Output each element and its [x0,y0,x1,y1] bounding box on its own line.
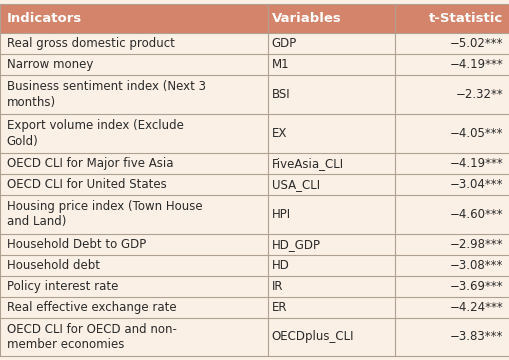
Bar [0,54,509,75]
Bar [0,153,509,174]
Text: M1: M1 [271,58,289,71]
Text: −3.04***: −3.04*** [449,178,502,191]
Text: OECD CLI for United States: OECD CLI for United States [7,178,166,191]
Text: EX: EX [271,127,287,140]
Text: Household debt: Household debt [7,258,99,271]
Bar [0,195,509,234]
Text: −4.24***: −4.24*** [449,301,502,314]
Text: Narrow money: Narrow money [7,58,93,71]
Text: Housing price index (Town House
and Land): Housing price index (Town House and Land… [7,200,202,228]
Text: −4.60***: −4.60*** [449,208,502,221]
Text: OECD CLI for Major five Asia: OECD CLI for Major five Asia [7,157,173,170]
Bar [0,255,509,275]
Bar [0,33,509,54]
Text: −3.08***: −3.08*** [449,258,502,271]
Text: −2.32**: −2.32** [455,88,502,101]
Text: Indicators: Indicators [7,12,82,25]
Text: Business sentiment index (Next 3
months): Business sentiment index (Next 3 months) [7,80,205,109]
Text: −4.19***: −4.19*** [449,157,502,170]
Text: OECD CLI for OECD and non-
member economies: OECD CLI for OECD and non- member econom… [7,323,176,351]
Text: −5.02***: −5.02*** [449,37,502,50]
Text: Real effective exchange rate: Real effective exchange rate [7,301,176,314]
Bar [0,297,509,318]
Text: USA_CLI: USA_CLI [271,178,319,191]
Text: −3.69***: −3.69*** [449,280,502,293]
Bar [0,275,509,297]
Text: Export volume index (Exclude
Gold): Export volume index (Exclude Gold) [7,119,183,148]
Text: Real gross domestic product: Real gross domestic product [7,37,174,50]
Text: IR: IR [271,280,283,293]
Text: BSI: BSI [271,88,290,101]
Bar [0,114,509,153]
Text: OECDplus_CLI: OECDplus_CLI [271,330,354,343]
Text: GDP: GDP [271,37,297,50]
Text: −4.19***: −4.19*** [449,58,502,71]
Text: Policy interest rate: Policy interest rate [7,280,118,293]
Text: −3.83***: −3.83*** [449,330,502,343]
Text: HPI: HPI [271,208,291,221]
Bar [0,75,509,114]
Bar [0,174,509,195]
Text: Variables: Variables [271,12,341,25]
Text: HD_GDP: HD_GDP [271,238,320,251]
Text: −2.98***: −2.98*** [449,238,502,251]
Bar [0,318,509,356]
Text: Household Debt to GDP: Household Debt to GDP [7,238,146,251]
Text: ER: ER [271,301,287,314]
Text: −4.05***: −4.05*** [449,127,502,140]
Text: HD: HD [271,258,289,271]
Bar [0,234,509,255]
Text: FiveAsia_CLI: FiveAsia_CLI [271,157,343,170]
Text: t-Statistic: t-Statistic [428,12,502,25]
Bar [0,4,509,33]
